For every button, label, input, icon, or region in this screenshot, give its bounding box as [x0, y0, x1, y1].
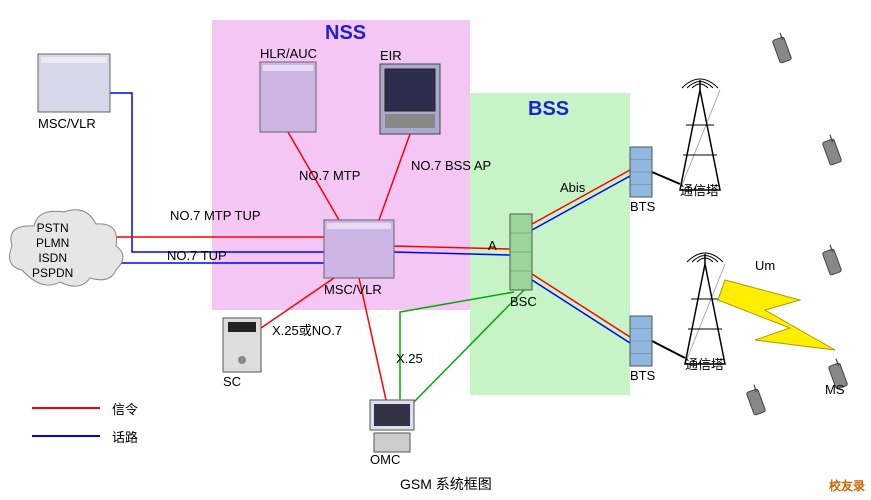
bts-top-label: BTS: [630, 199, 655, 214]
hlr-auc-label: HLR/AUC: [260, 46, 317, 61]
link-x25-no7: X.25或NO.7: [272, 320, 342, 339]
link-no7-mtp: NO.7 MTP: [299, 168, 360, 183]
legend-traffic-label: 话路: [112, 427, 138, 446]
link-no7-mtp-tup: NO.7 MTP TUP: [170, 208, 261, 223]
link-um: Um: [755, 258, 775, 273]
msc-vlr-center-label: MSC/VLR: [324, 282, 382, 297]
msc-vlr-left-label: MSC/VLR: [38, 116, 96, 131]
link-abis: Abis: [560, 180, 585, 195]
eir-label: EIR: [380, 48, 402, 63]
watermark: 校友录: [829, 477, 865, 494]
link-no7-tup: NO.7 TUP: [167, 248, 227, 263]
nss-label: NSS: [325, 22, 366, 45]
legend: 信令 话路: [32, 397, 138, 447]
link-a: A: [488, 238, 497, 253]
bsc-label: BSC: [510, 294, 537, 309]
legend-signaling-label: 信令: [112, 399, 138, 418]
bss-label: BSS: [528, 98, 569, 121]
link-no7-bss-ap: NO.7 BSS AP: [411, 158, 491, 173]
diagram-title: GSM 系统框图: [400, 474, 492, 494]
ms-label: MS: [825, 382, 845, 397]
tower-top-label: 通信塔: [680, 180, 719, 199]
bts-bottom-label: BTS: [630, 368, 655, 383]
sc-label: SC: [223, 374, 241, 389]
link-x25: X.25: [396, 351, 423, 366]
network-cloud-labels: PSTNPLMNISDNPSPDN: [32, 221, 73, 281]
tower-bottom-label: 通信塔: [685, 354, 724, 373]
omc-label: OMC: [370, 452, 400, 467]
